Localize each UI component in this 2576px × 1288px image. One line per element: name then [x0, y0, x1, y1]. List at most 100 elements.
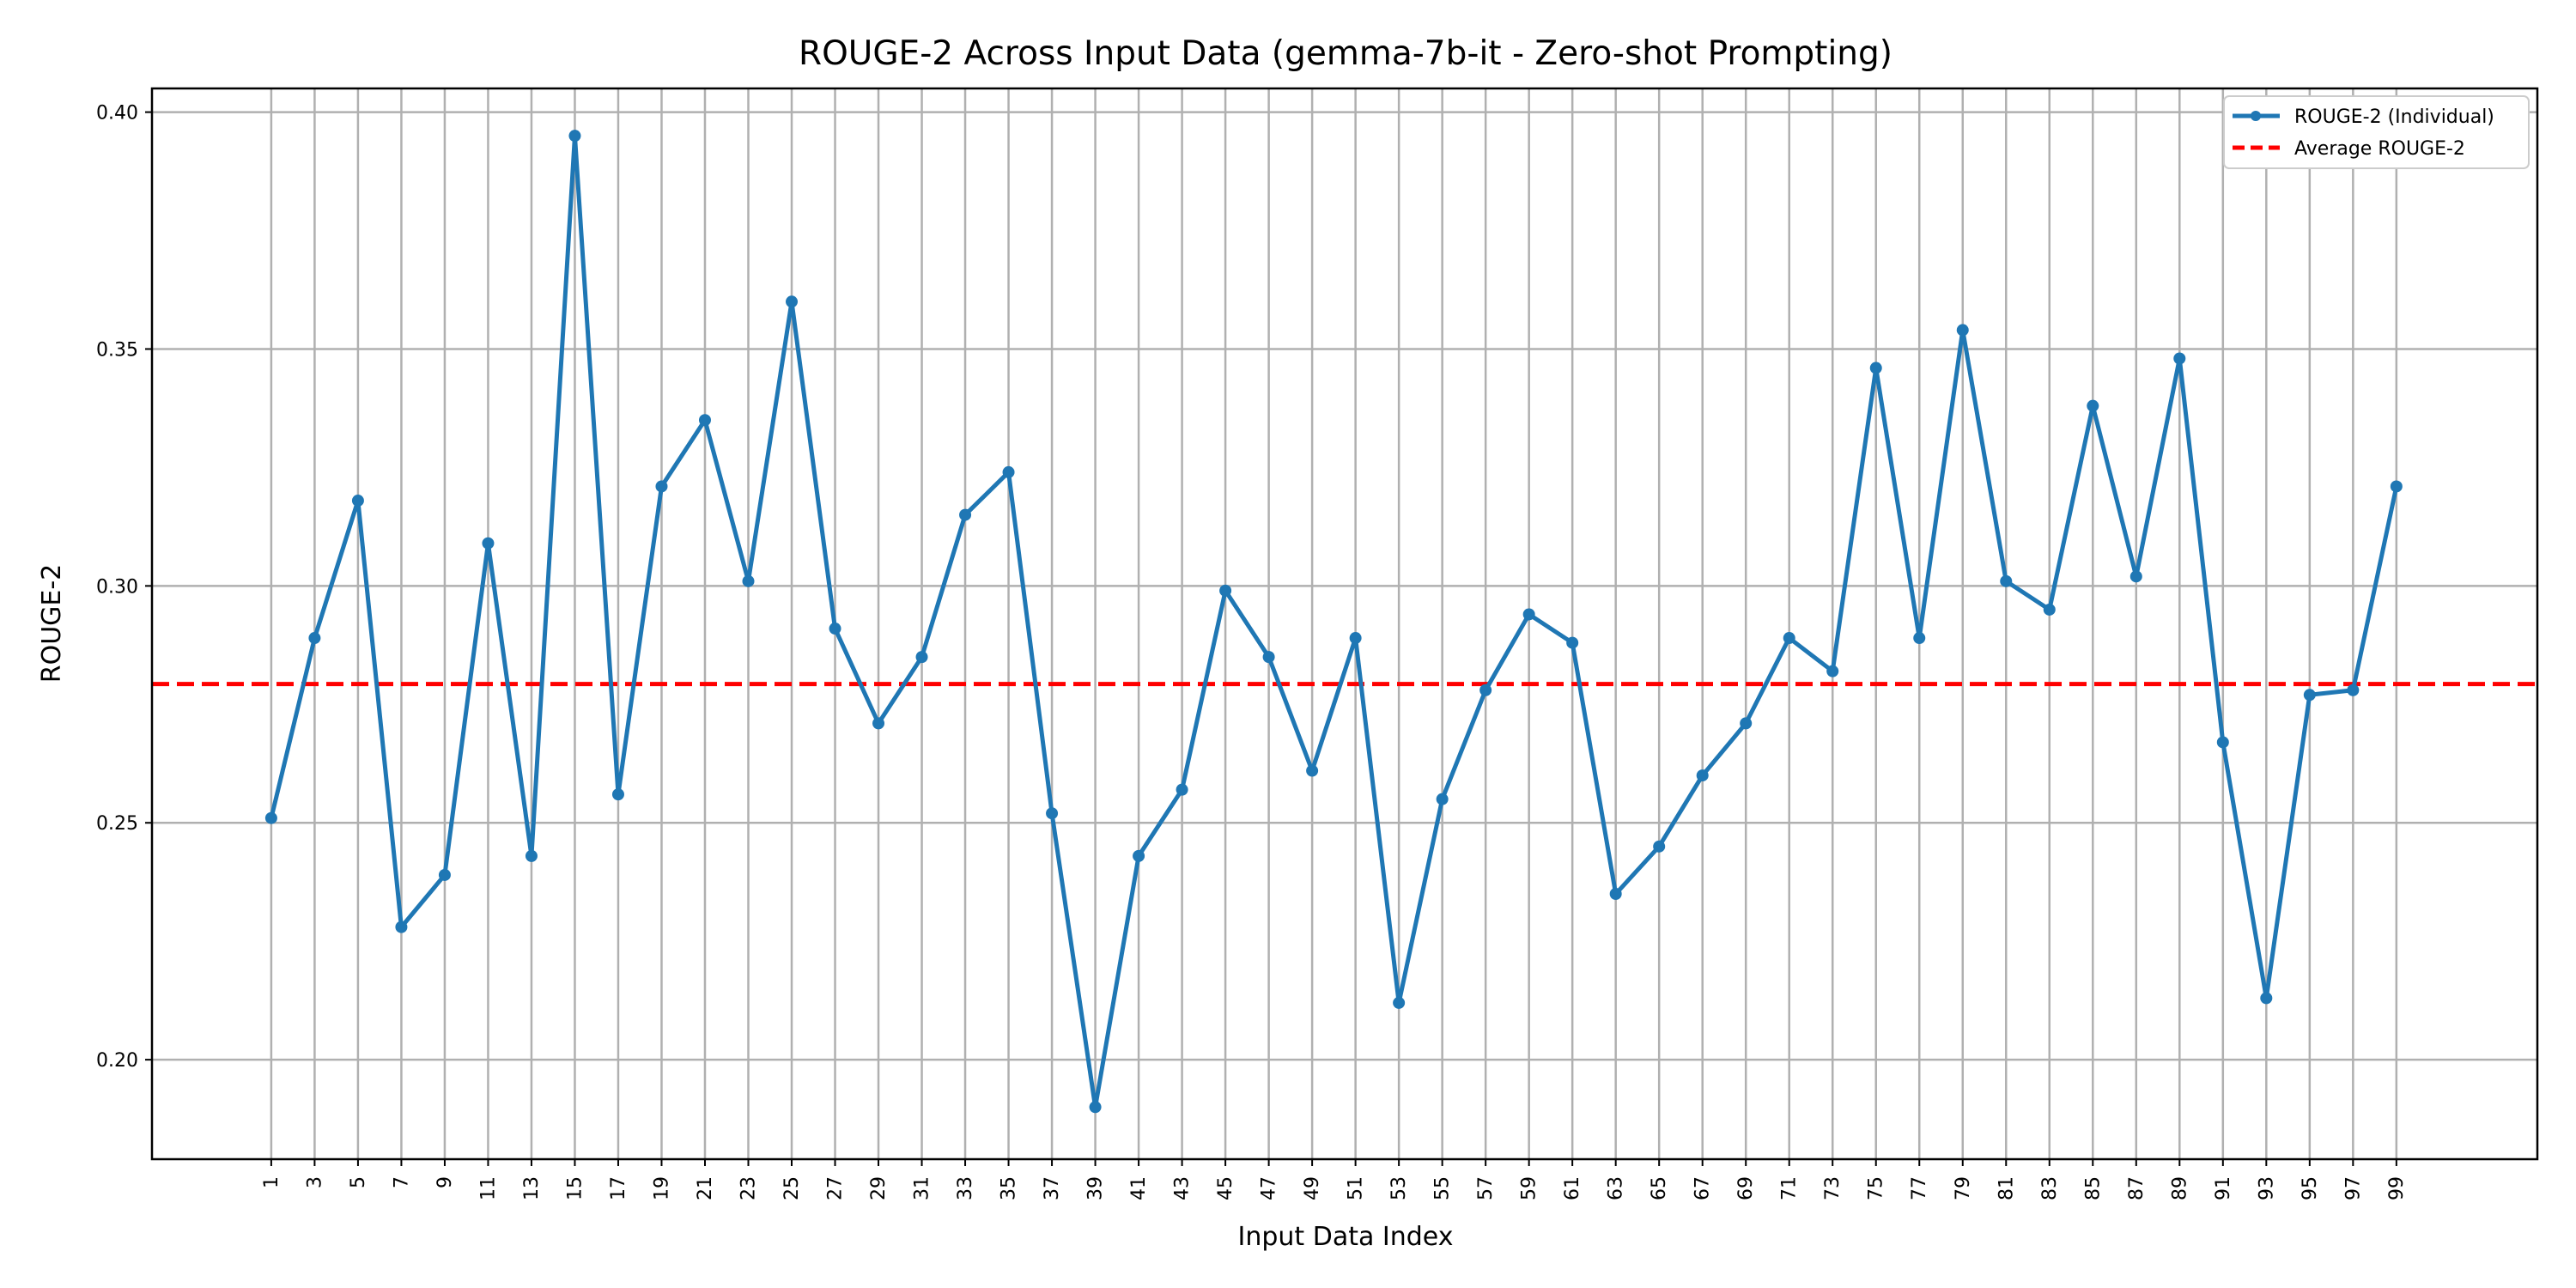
- data-point: [2260, 992, 2273, 1005]
- y-tick-label: 0.30: [96, 576, 138, 598]
- legend-box: [2223, 95, 2530, 169]
- x-tick-label: 45: [1215, 1176, 1236, 1200]
- x-tick-label: 21: [695, 1176, 716, 1200]
- x-tick-label: 11: [477, 1176, 499, 1200]
- data-point: [1869, 361, 1882, 374]
- data-point: [438, 868, 451, 881]
- data-point: [568, 130, 581, 143]
- data-point: [482, 537, 495, 550]
- data-point: [1046, 807, 1059, 820]
- x-tick-label: 7: [391, 1176, 412, 1188]
- x-tick-label: 81: [1996, 1176, 2017, 1200]
- x-tick-label: 67: [1692, 1176, 1714, 1200]
- x-tick-label: 63: [1606, 1176, 1627, 1200]
- x-tick-label: 17: [608, 1176, 629, 1200]
- data-point: [1002, 465, 1015, 478]
- data-point: [1566, 636, 1579, 649]
- x-tick-label: 37: [1042, 1176, 1063, 1200]
- data-point: [1783, 632, 1795, 645]
- x-tick-label: 73: [1822, 1176, 1844, 1200]
- x-tick-label: 23: [738, 1176, 760, 1200]
- x-tick-label: 9: [434, 1176, 456, 1188]
- data-point: [1219, 584, 1232, 597]
- data-point: [1262, 651, 1275, 664]
- x-tick-label: 77: [1909, 1176, 1930, 1200]
- x-tick-label: 95: [2300, 1176, 2321, 1200]
- x-tick-label: 3: [304, 1176, 325, 1188]
- x-tick-label: 41: [1128, 1176, 1150, 1200]
- x-tick-label: 43: [1172, 1176, 1194, 1200]
- y-tick-label: 0.35: [96, 339, 138, 361]
- data-points: [264, 130, 2403, 1114]
- x-tick-label: 69: [1735, 1176, 1757, 1200]
- legend-marker-individual: [2251, 111, 2261, 121]
- data-point: [1393, 996, 1406, 1009]
- data-point: [1479, 683, 1492, 696]
- data-point: [2216, 736, 2229, 749]
- data-point: [1913, 632, 1926, 645]
- data-point: [872, 717, 885, 730]
- x-tick-label: 59: [1519, 1176, 1540, 1200]
- chart-title: ROUGE-2 Across Input Data (gemma-7b-it -…: [799, 34, 1893, 73]
- x-tick-label: 25: [781, 1176, 803, 1200]
- data-point: [264, 811, 277, 824]
- x-tick-label: 13: [521, 1176, 543, 1200]
- x-tick-label: 97: [2342, 1176, 2364, 1200]
- x-tick-label: 91: [2213, 1176, 2234, 1200]
- data-point: [1522, 608, 1535, 621]
- data-point: [1740, 717, 1753, 730]
- data-point: [2303, 689, 2316, 702]
- x-tick-label: 15: [564, 1176, 586, 1200]
- data-point: [1176, 783, 1188, 796]
- x-tick-label: 55: [1432, 1176, 1454, 1200]
- x-axis-label: Input Data Index: [1238, 1222, 1454, 1252]
- x-tick-label: 29: [868, 1176, 890, 1200]
- data-point: [611, 788, 624, 801]
- legend-label-average: Average ROUGE-2: [2294, 138, 2465, 160]
- x-tick-label: 19: [651, 1176, 672, 1200]
- x-tick-label: 1: [261, 1176, 283, 1188]
- data-point: [1696, 769, 1709, 782]
- x-tick-label: 89: [2169, 1176, 2190, 1200]
- data-point: [1653, 840, 1666, 853]
- data-point: [1133, 849, 1145, 862]
- grid: [152, 88, 2537, 1159]
- data-point: [525, 849, 538, 862]
- y-tick-label: 0.20: [96, 1050, 138, 1072]
- data-point: [2173, 352, 2186, 365]
- x-tick-label: 65: [1649, 1176, 1670, 1200]
- x-tick-label: 61: [1562, 1176, 1583, 1200]
- x-tick-label: 71: [1779, 1176, 1801, 1200]
- data-point: [1349, 632, 1362, 645]
- x-tick-label: 85: [2082, 1176, 2104, 1200]
- x-tick-label: 93: [2256, 1176, 2277, 1200]
- y-axis-ticks: 0.20 0.25 0.30 0.35 0.40: [96, 103, 152, 1072]
- data-point: [1089, 1101, 1102, 1114]
- data-point: [959, 508, 972, 521]
- legend: ROUGE-2 (Individual) Average ROUGE-2: [2223, 95, 2530, 169]
- x-tick-label: 83: [2039, 1176, 2061, 1200]
- x-tick-label: 87: [2126, 1176, 2148, 1200]
- x-tick-label: 31: [912, 1176, 933, 1200]
- data-point: [1956, 324, 1969, 337]
- data-point: [742, 574, 755, 587]
- data-point: [308, 632, 321, 645]
- data-point: [2347, 683, 2360, 696]
- data-point: [2087, 399, 2099, 412]
- x-tick-label: 79: [1953, 1176, 1974, 1200]
- data-point: [2129, 570, 2142, 583]
- x-tick-label: 27: [825, 1176, 847, 1200]
- x-axis-ticks: 1 3 5 7 9 11 13 15 17 19 21 23 25 27 29 31 33 35 37 39 41 43 4…: [261, 1159, 2408, 1200]
- data-point: [351, 495, 364, 507]
- data-point: [698, 414, 711, 427]
- data-point: [2000, 574, 2013, 587]
- x-tick-label: 5: [348, 1176, 369, 1188]
- data-point: [2390, 480, 2403, 493]
- data-point: [655, 480, 668, 493]
- data-point: [786, 295, 799, 308]
- data-point: [2043, 603, 2056, 616]
- data-point: [1306, 764, 1319, 777]
- data-point: [915, 651, 928, 664]
